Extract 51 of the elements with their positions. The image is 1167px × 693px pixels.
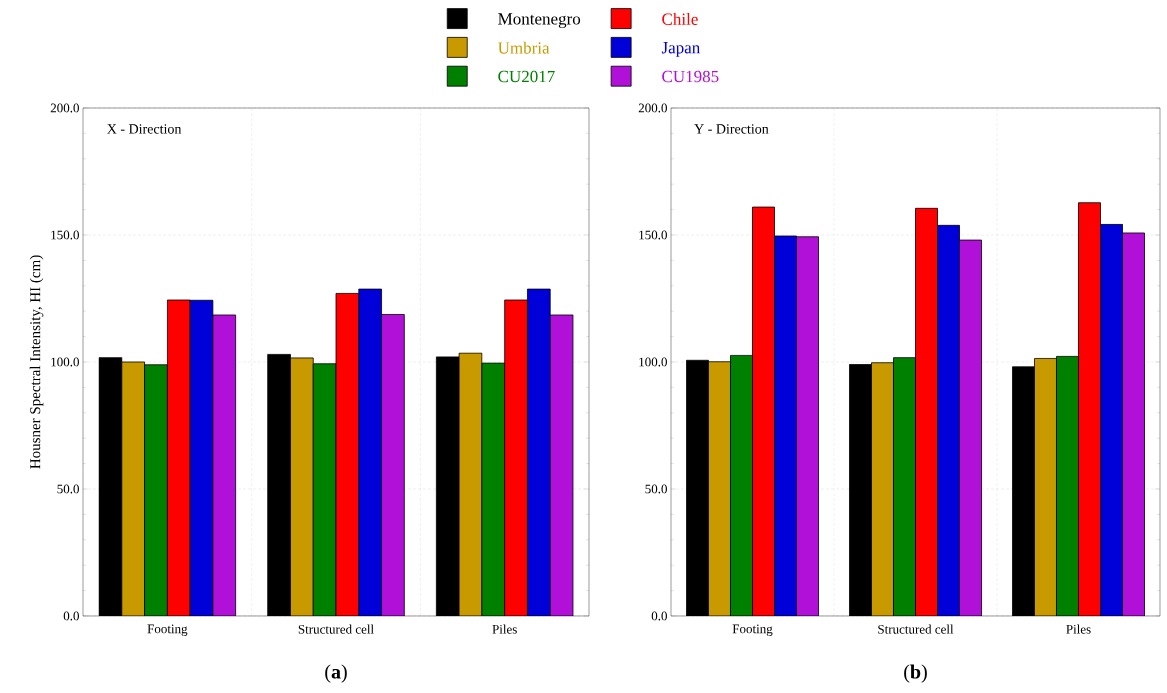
bar [481, 362, 506, 616]
text: X - Direction [107, 124, 182, 134]
bar [167, 300, 191, 616]
legend-label: Umbria [498, 41, 550, 54]
x-tick-label: Piles [492, 624, 517, 634]
bar [313, 363, 337, 616]
legend-label: Chile [662, 12, 698, 25]
bar [871, 362, 894, 616]
x-tick-label: Footing [732, 624, 773, 636]
x-tick-label: Piles [1066, 624, 1091, 634]
bar [708, 361, 731, 616]
bar [212, 315, 236, 616]
y-tick-label: 200.0 [50, 103, 79, 113]
y-tick-label: 100.0 [51, 357, 79, 367]
y-tick-label: 150.0 [639, 230, 667, 240]
bar [730, 354, 753, 616]
bar [1122, 232, 1145, 616]
bar [336, 293, 359, 616]
bar [527, 288, 551, 616]
bar [358, 289, 382, 616]
bar [121, 361, 145, 616]
bar [190, 300, 213, 616]
bar [549, 314, 574, 616]
y-tick-label: 0.0 [651, 611, 667, 621]
legend-label: CU2017 [498, 70, 555, 83]
text: Y - Direction [694, 124, 769, 134]
y-tick-label: 200.0 [638, 103, 667, 113]
text: (a) [325, 664, 347, 683]
bar [893, 357, 916, 616]
x-tick-label: Structured cell [298, 624, 374, 634]
y-tick-label: 50.0 [645, 484, 667, 494]
y-tick-label: 150.0 [51, 230, 79, 240]
text: (b) [904, 664, 927, 683]
legend-label: Montenegro [498, 13, 581, 29]
y-tick-label: 0.0 [63, 611, 79, 621]
y-tick-label: 100.0 [639, 357, 667, 367]
y-tick-label: 50.0 [57, 484, 79, 494]
x-tick-label: Footing [147, 624, 188, 636]
legend-label: CU1985 [662, 70, 719, 83]
legend-label: Japan [661, 42, 700, 57]
bar [290, 357, 314, 616]
bar [458, 352, 483, 616]
bar [1034, 358, 1057, 616]
bar [1056, 356, 1079, 616]
bar [144, 364, 168, 616]
x-tick-label: Structured cell [878, 624, 954, 634]
bar [381, 314, 405, 616]
y-axis-title: Housner Spectral Intensity, HI (cm) [29, 255, 44, 469]
bar [959, 239, 982, 616]
bar [504, 299, 528, 616]
bar [796, 236, 819, 616]
